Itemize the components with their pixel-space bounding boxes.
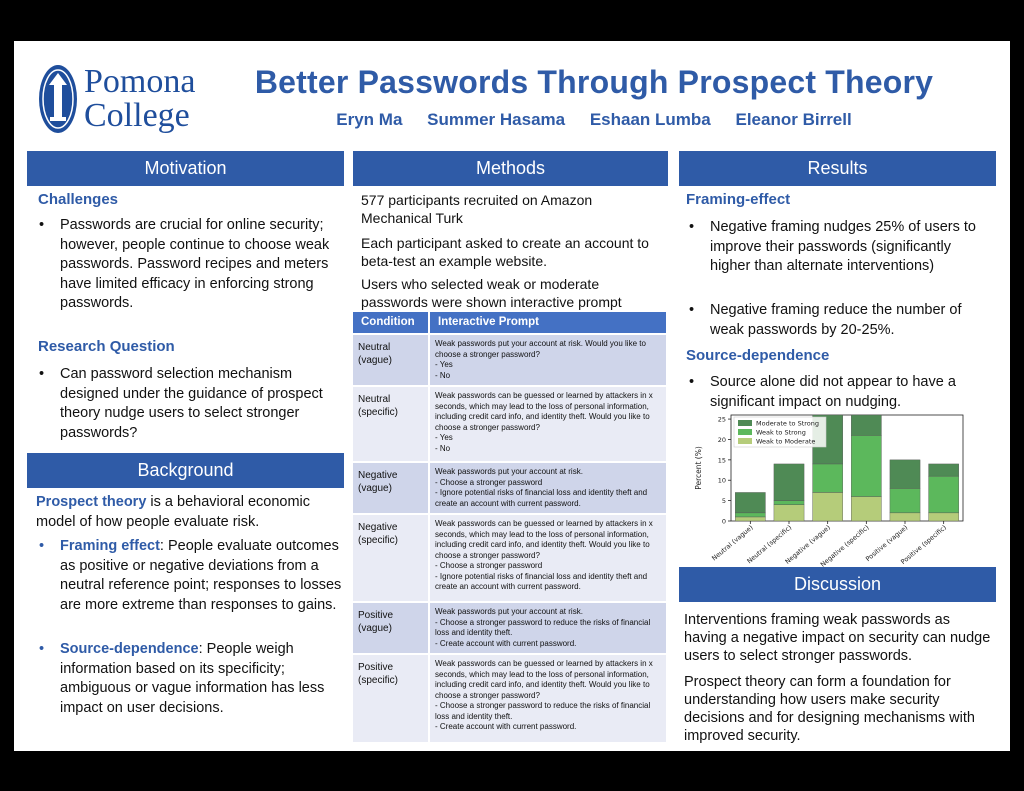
bar-segment: [928, 463, 959, 477]
condition-cell: Negative (specific): [353, 513, 430, 602]
y-tick-label: 15: [718, 456, 726, 464]
bar-segment: [773, 500, 805, 505]
logo-line-2: College: [84, 97, 190, 134]
bar-segment: [812, 463, 843, 493]
bar-segment: [889, 512, 921, 522]
condition-cell: Positive (specific): [353, 653, 430, 742]
bar-segment: [735, 512, 766, 518]
legend-swatch: [738, 438, 752, 444]
methods-prompt: Users who selected weak or moderate pass…: [361, 276, 622, 310]
research-question-title: Research Question: [38, 338, 175, 355]
condition-cell: Negative (vague): [353, 461, 430, 514]
framing-effect-bullet: Framing effect: People evaluate outcomes…: [36, 537, 342, 615]
bar-segment: [851, 496, 882, 522]
prompt-cell: Weak passwords can be guessed or learned…: [429, 653, 668, 742]
poster: Pomona College Better Passwords Through …: [14, 41, 1010, 751]
prompt-cell: Weak passwords put your account at risk.…: [429, 333, 668, 386]
challenges-bullet: Passwords are crucial for online securit…: [36, 216, 342, 314]
methods-header: Methods: [353, 151, 668, 186]
table-row: Negative (specific) Weak passwords can b…: [353, 513, 668, 602]
methods-task: Each participant asked to create an acco…: [361, 235, 649, 269]
source-dependence-term: Source-dependence: [60, 641, 199, 657]
bar-segment: [889, 459, 921, 489]
source-dependence-desc: : People weigh information based on its …: [60, 641, 325, 716]
bar-segment: [928, 475, 959, 514]
bar-segment: [773, 504, 805, 522]
condition-cell: Neutral (vague): [353, 333, 430, 386]
source-dependence-bullet: Source-dependence: People weigh informat…: [36, 640, 342, 718]
condition-cell: Positive (vague): [353, 601, 430, 654]
table-row: Neutral (specific) Weak passwords can be…: [353, 385, 668, 462]
discussion-para-1: Interventions framing weak passwords as …: [684, 612, 991, 664]
framing-effect-desc: : People evaluate outcomes as positive o…: [60, 538, 342, 613]
legend-label: Weak to Strong: [756, 429, 806, 437]
legend-label: Moderate to Strong: [756, 420, 819, 428]
results-header: Results: [679, 151, 996, 186]
framing-result-bullet-2: Negative framing reduce the number of we…: [686, 301, 992, 340]
table-header-condition: Condition: [353, 312, 430, 334]
bar-segment: [928, 512, 959, 522]
bar-segment: [735, 492, 766, 514]
bar-segment: [851, 435, 882, 497]
prospect-theory-text: Prospect theory is a behavioral economic…: [36, 493, 342, 532]
legend-swatch: [738, 420, 752, 426]
bar-segment: [851, 414, 882, 436]
prompt-cell: Weak passwords can be guessed or learned…: [429, 513, 668, 602]
methods-participants: 577 participants recruited on Amazon Mec…: [361, 192, 593, 226]
prompt-cell: Weak passwords put your account at risk.…: [429, 601, 668, 654]
bar-segment: [773, 463, 805, 501]
poster-title: Better Passwords Through Prospect Theory: [254, 64, 934, 100]
college-seal-icon: [39, 65, 77, 133]
logo-text: Pomona College: [84, 65, 195, 133]
y-axis-label: Percent (%): [694, 446, 703, 490]
table-header-prompt: Interactive Prompt: [429, 312, 668, 334]
prompt-cell: Weak passwords put your account at risk.…: [429, 461, 668, 514]
background-header: Background: [27, 453, 344, 488]
framing-effect-title: Framing-effect: [686, 191, 791, 208]
prospect-theory-term: Prospect theory: [36, 494, 147, 510]
author-name: Eleanor Birrell: [735, 110, 852, 129]
author-name: Summer Hasama: [427, 110, 566, 129]
y-tick-label: 5: [722, 497, 726, 505]
author-name: Eshaan Lumba: [589, 110, 711, 129]
bar-segment: [812, 492, 843, 522]
legend-label: Weak to Moderate: [756, 438, 815, 446]
framing-effect-term: Framing effect: [60, 538, 160, 554]
y-tick-label: 25: [718, 416, 726, 424]
college-logo: Pomona College: [38, 63, 218, 139]
condition-cell: Neutral (specific): [353, 385, 430, 462]
discussion-para-2: Prospect theory can form a foundation fo…: [684, 674, 975, 744]
source-dependence-title: Source-dependence: [686, 347, 830, 364]
author-list: Eryn Ma Summer Hasama Eshaan Lumba Elean…: [244, 110, 944, 130]
source-result-bullet: Source alone did not appear to have a si…: [686, 373, 992, 412]
table-row: Neutral (vague) Weak passwords put your …: [353, 333, 668, 386]
motivation-header: Motivation: [27, 151, 344, 186]
challenges-title: Challenges: [38, 191, 119, 208]
prospect-theory-desc: is a behavioral economic model of how pe…: [36, 494, 311, 530]
table-row: Negative (vague) Weak passwords put your…: [353, 461, 668, 514]
bar-segment: [889, 488, 921, 514]
table-row: Positive (specific) Weak passwords can b…: [353, 653, 668, 742]
prompt-cell: Weak passwords can be guessed or learned…: [429, 385, 668, 462]
framing-result-bullet-1: Negative framing nudges 25% of users to …: [686, 218, 992, 277]
discussion-header: Discussion: [679, 567, 996, 602]
logo-line-1: Pomona: [84, 63, 196, 100]
bar-segment: [735, 516, 766, 522]
legend-swatch: [738, 429, 752, 435]
y-tick-label: 0: [722, 518, 726, 526]
y-tick-label: 20: [718, 436, 726, 444]
author-name: Eryn Ma: [336, 110, 403, 129]
table-row: Positive (vague) Weak passwords put your…: [353, 601, 668, 654]
y-tick-label: 10: [718, 477, 726, 485]
prompt-table: Condition Interactive Prompt Neutral (va…: [353, 312, 668, 742]
research-question-bullet: Can password selection mechanism designe…: [36, 365, 342, 443]
